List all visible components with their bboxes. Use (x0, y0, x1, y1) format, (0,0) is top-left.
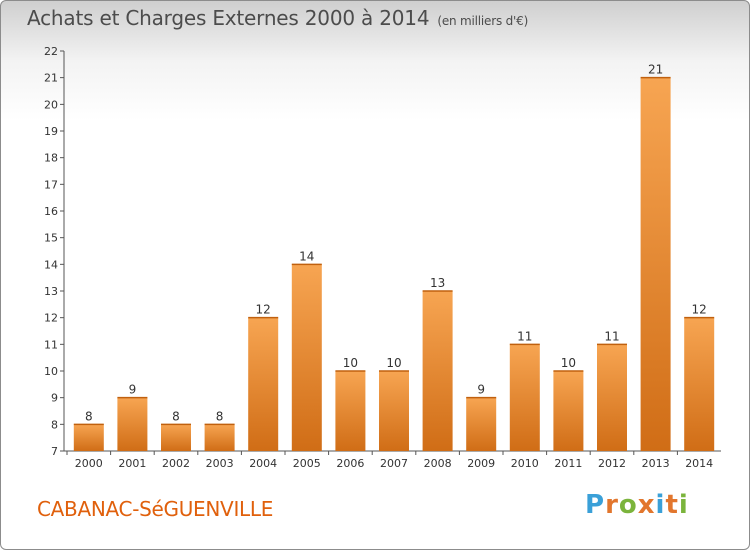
bar (117, 397, 148, 451)
proxiti-logo[interactable]: Proxiti (585, 490, 689, 520)
x-tick-label: 2006 (336, 457, 364, 470)
logo-letter: i (655, 490, 666, 520)
bar (422, 291, 453, 451)
chart-title: Achats et Charges Externes 2000 à 2014 (e… (27, 6, 528, 30)
data-label: 10 (386, 356, 401, 370)
x-tick-label: 2012 (598, 457, 626, 470)
bar (553, 371, 584, 451)
y-tick-label: 7 (51, 445, 58, 458)
y-tick-label: 20 (44, 98, 58, 111)
data-label: 8 (85, 409, 93, 423)
data-label: 13 (430, 276, 445, 290)
data-label: 12 (256, 303, 271, 317)
x-tick-label: 2009 (467, 457, 495, 470)
bar (204, 424, 235, 451)
chart-title-text: Achats et Charges Externes 2000 à 2014 (27, 6, 430, 30)
y-tick-label: 18 (44, 152, 58, 165)
x-tick-label: 2000 (75, 457, 103, 470)
data-label: 11 (604, 329, 619, 343)
x-tick-label: 2011 (554, 457, 582, 470)
x-tick-label: 2002 (162, 457, 190, 470)
y-tick-label: 22 (44, 45, 58, 58)
bar (466, 397, 497, 451)
bar (335, 371, 366, 451)
y-tick-label: 11 (44, 338, 58, 351)
x-tick-label: 2007 (380, 457, 408, 470)
data-label: 10 (343, 356, 358, 370)
logo-letter: o (618, 490, 638, 520)
chart-unit: (en milliers d'€) (437, 14, 529, 28)
y-tick-label: 17 (44, 178, 58, 191)
y-tick-label: 21 (44, 72, 58, 85)
bar (509, 344, 540, 451)
data-label: 9 (477, 383, 485, 397)
bar (684, 317, 715, 451)
x-tick-label: 2008 (424, 457, 452, 470)
bar (379, 371, 409, 451)
bar (73, 424, 104, 451)
bar (640, 77, 671, 452)
x-tick-label: 2005 (293, 457, 321, 470)
data-label: 9 (129, 383, 137, 397)
x-tick-label: 2013 (642, 457, 670, 470)
y-tick-label: 8 (51, 418, 58, 431)
data-label: 21 (648, 63, 663, 77)
data-label: 12 (692, 303, 707, 317)
y-tick-label: 10 (44, 365, 58, 378)
y-tick-label: 13 (44, 285, 58, 298)
x-tick-label: 2003 (206, 457, 234, 470)
logo-letter: x (637, 490, 656, 520)
x-tick-label: 2001 (118, 457, 146, 470)
data-label: 11 (517, 329, 532, 343)
y-tick-label: 14 (44, 258, 58, 271)
y-tick-label: 15 (44, 232, 58, 245)
x-tick-label: 2014 (685, 457, 713, 470)
chart-labels: 8 2000 9 2001 8 2002 8 2003 12 2004 14 2005 10 2006 10… (75, 63, 713, 470)
bar (291, 264, 322, 451)
data-label: 10 (561, 356, 576, 370)
x-tick-label: 2004 (249, 457, 277, 470)
y-tick-label: 12 (44, 312, 58, 325)
bar (597, 344, 627, 451)
chart-bars (73, 76, 715, 452)
bar (161, 424, 191, 451)
y-tick-label: 9 (51, 392, 58, 405)
chart-axes: 7 8 9 10 11 12 13 14 15 16 17 18 19 20 21 22 (44, 45, 721, 458)
data-label: 8 (216, 409, 224, 423)
logo-letter: r (605, 490, 619, 520)
logo-letter: t (665, 490, 679, 520)
logo-letter: i (678, 490, 689, 520)
data-label: 14 (299, 249, 314, 263)
data-label: 8 (172, 409, 180, 423)
y-tick-label: 16 (44, 205, 58, 218)
commune-name: CABANAC-SéGUENVILLE (37, 497, 274, 521)
bar (248, 317, 279, 451)
logo-letter: P (585, 490, 606, 520)
x-tick-label: 2010 (511, 457, 539, 470)
y-tick-label: 19 (44, 125, 58, 138)
